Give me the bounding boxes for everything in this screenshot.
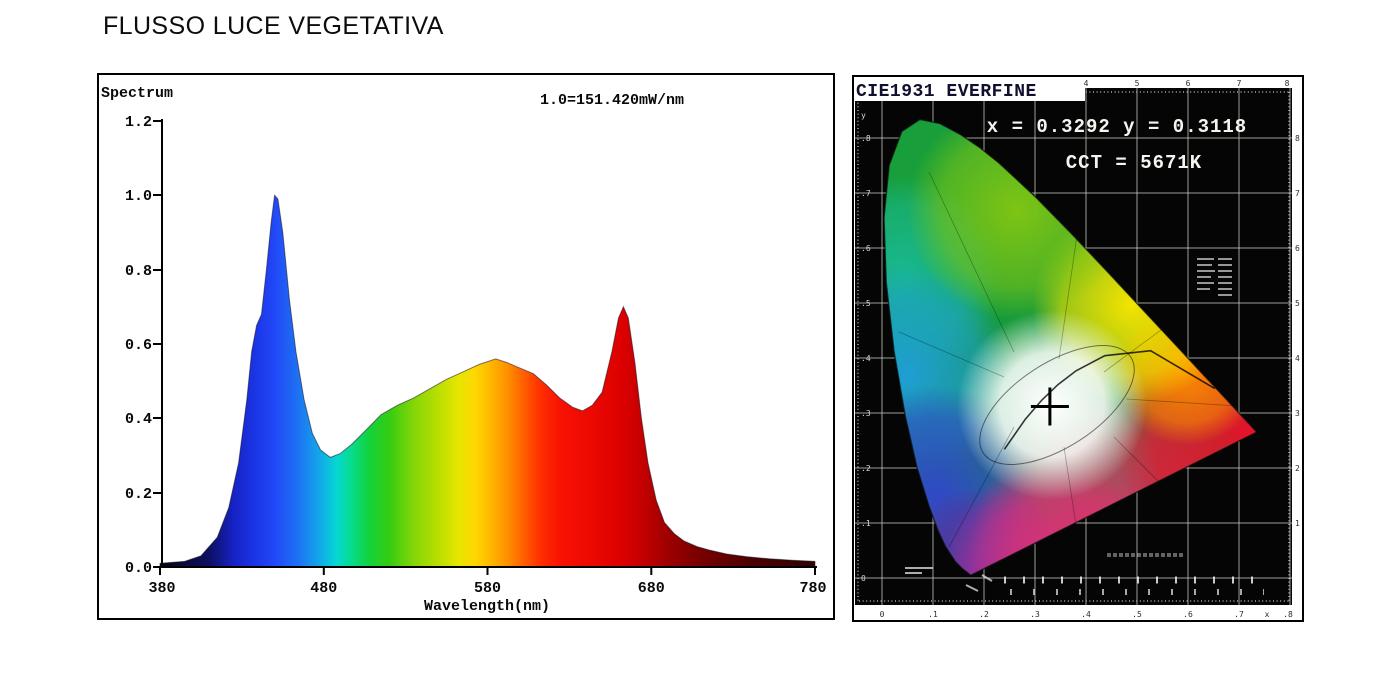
cie-cct-readout: CCT = 5671K [1066,152,1202,174]
svg-text:0: 0 [861,574,866,583]
x-axis-ticks [159,567,816,575]
svg-text:5: 5 [1295,299,1300,308]
readout-block [1197,258,1232,296]
spectrum-chart-panel: Spectrum 1.0=151.420mW/nm 1.2 1.0 0.8 0.… [97,73,835,620]
cie-xy-readout: x = 0.3292 y = 0.3118 [987,116,1247,138]
sample-point-cross [1030,387,1069,426]
svg-text:0.0: 0.0 [125,560,152,577]
svg-text:.7: .7 [861,189,871,198]
y-axis-labels: 1.2 1.0 0.8 0.6 0.4 0.2 0.0 [125,114,152,577]
cie-diagram-panel: CIE1931 EVERFINE x = 0.3292 y = 0.3118 C… [852,75,1304,622]
svg-text:580: 580 [474,580,501,597]
svg-text:.3: .3 [1030,610,1040,619]
svg-text:.2: .2 [979,610,989,619]
svg-text:480: 480 [310,580,337,597]
page-title: FLUSSO LUCE VEGETATIVA [103,12,444,40]
svg-text:x: x [1265,610,1270,619]
svg-text:680: 680 [638,580,665,597]
svg-text:.4: .4 [1081,610,1091,619]
svg-text:.8: .8 [861,134,871,143]
svg-text:780: 780 [799,580,826,597]
svg-text:8: 8 [1295,134,1300,143]
svg-text:0.6: 0.6 [125,337,152,354]
svg-text:.1: .1 [861,519,871,528]
svg-text:.5: .5 [861,299,871,308]
svg-text:1: 1 [1295,519,1300,528]
x-axis-title: Wavelength(nm) [424,598,550,615]
y-axis-ticks [153,120,162,568]
svg-text:.3: .3 [861,409,871,418]
cie-right-axis-labels: 8 7 6 5 4 3 2 1 [1295,134,1300,528]
svg-text:.7: .7 [1234,610,1244,619]
svg-text:1.0: 1.0 [125,188,152,205]
cie-bottom-axis-labels: 0 .1 .2 .3 .4 .5 .6 .7 x .8 [880,610,1293,619]
svg-text:6: 6 [1295,244,1300,253]
cie-top-axis-labels: 4 5 6 7 8 [1084,79,1290,88]
cie-spectral-locus [883,118,1258,577]
svg-text:.5: .5 [1132,610,1142,619]
svg-text:3: 3 [1295,409,1300,418]
svg-text:1.2: 1.2 [125,114,152,131]
cie-title: CIE1931 EVERFINE [856,82,1037,102]
svg-text:.8: .8 [1283,610,1293,619]
svg-text:0.8: 0.8 [125,263,152,280]
cie-white-region-outline [979,345,1135,465]
svg-text:.6: .6 [861,244,871,253]
svg-text:y: y [861,111,866,120]
svg-text:.6: .6 [1183,610,1193,619]
svg-text:380: 380 [148,580,175,597]
svg-text:2: 2 [1295,464,1300,473]
svg-text:0.4: 0.4 [125,411,152,428]
svg-text:.2: .2 [861,464,871,473]
cie-diagram: CIE1931 EVERFINE x = 0.3292 y = 0.3118 C… [854,78,1300,619]
cie-title-box [854,78,1085,101]
svg-text:4: 4 [1295,354,1300,363]
svg-text:0: 0 [880,610,885,619]
purple-boundary-marks [905,567,993,592]
cie-left-axis-labels: y .8 .7 .6 .5 .4 .3 .2 .1 0 [861,111,871,583]
spectrum-corner-label: Spectrum [101,85,173,102]
spectrum-area-series [159,194,816,568]
svg-text:4: 4 [1084,79,1089,88]
x-axis-labels: 380 480 580 680 780 [148,580,826,597]
svg-text:.1: .1 [928,610,938,619]
svg-text:8: 8 [1285,79,1290,88]
planckian-locus [1003,349,1216,450]
svg-text:7: 7 [1237,79,1242,88]
svg-text:0.2: 0.2 [125,486,152,503]
svg-text:6: 6 [1186,79,1191,88]
cct-scale-marks [1004,553,1270,595]
svg-text:7: 7 [1295,189,1300,198]
spectrum-scale-note: 1.0=151.420mW/nm [540,92,684,109]
svg-text:.4: .4 [861,354,871,363]
svg-text:5: 5 [1135,79,1140,88]
spectrum-chart: Spectrum 1.0=151.420mW/nm 1.2 1.0 0.8 0.… [101,85,827,615]
